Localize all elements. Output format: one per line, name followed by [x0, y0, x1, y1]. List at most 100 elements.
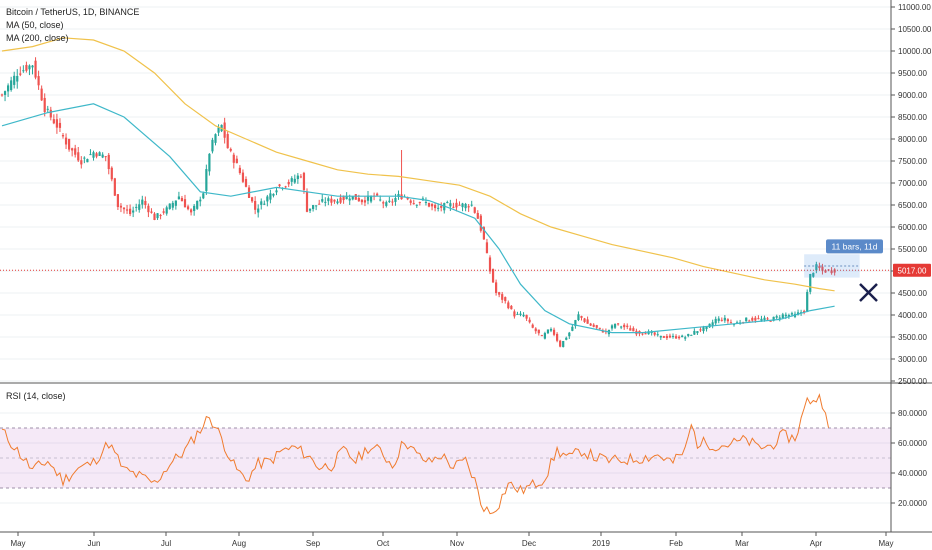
candle-body	[522, 314, 525, 317]
candle-body	[153, 213, 156, 220]
time-tick-label: Nov	[450, 539, 464, 548]
candle-body	[95, 153, 98, 157]
price-tick-label: 4000.00	[898, 311, 927, 320]
candle-body	[397, 194, 400, 197]
candle-body	[61, 135, 65, 137]
candle-body	[556, 333, 559, 341]
candle-body	[177, 196, 180, 200]
candle-body	[357, 197, 360, 202]
candle-body	[745, 317, 748, 322]
rsi-gridlines	[0, 412, 891, 504]
candle-body	[766, 318, 769, 320]
price-tick-label: 3500.00	[898, 333, 927, 342]
candle-body	[662, 336, 665, 338]
candle-body	[757, 318, 760, 320]
ma200-line	[1, 37, 835, 292]
candle-body	[68, 138, 71, 150]
price-tick-label: 11000.00	[898, 3, 931, 12]
candle-body	[205, 169, 208, 191]
candle-body	[613, 323, 617, 328]
time-tick-label: Mar	[735, 539, 749, 548]
candle-body	[238, 167, 241, 173]
candle-body	[10, 80, 13, 91]
time-tick-label: Sep	[306, 539, 321, 548]
candle-body	[589, 323, 592, 326]
candle-body	[363, 200, 367, 203]
candle-body	[232, 154, 235, 163]
candle-body	[559, 340, 562, 347]
candle-body	[818, 266, 821, 269]
candle-body	[122, 207, 126, 210]
measure-label: 11 bars, 11d	[832, 241, 878, 251]
candle-body	[199, 199, 202, 202]
price-tick-label: 2500.00	[898, 377, 927, 386]
candle-body	[754, 317, 757, 321]
rsi-tick-label: 60.0000	[898, 439, 927, 448]
price-tick-label: 3000.00	[898, 355, 927, 364]
candle-body	[501, 294, 504, 300]
candle-body	[315, 205, 318, 207]
candle-body	[302, 172, 306, 190]
candle-body	[769, 320, 772, 322]
candle-body	[312, 205, 315, 210]
time-tick-label: Dec	[522, 539, 536, 548]
candle-body	[595, 325, 598, 328]
candle-body	[272, 193, 275, 196]
candle-body	[257, 208, 260, 213]
candle-body	[278, 184, 281, 187]
candle-body	[833, 269, 836, 273]
candle-body	[552, 329, 556, 335]
price-tick-label: 10500.00	[898, 25, 932, 34]
candle-body	[348, 198, 351, 201]
candle-body	[174, 200, 177, 206]
measure-range-box[interactable]	[804, 254, 860, 278]
ma50-legend[interactable]: MA (50, close)	[6, 20, 64, 30]
candle-body	[162, 211, 165, 213]
candle-body	[13, 75, 16, 85]
rsi-legend[interactable]: RSI (14, close)	[6, 391, 66, 401]
ma200-legend[interactable]: MA (200, close)	[6, 33, 69, 43]
candle-body	[751, 318, 754, 321]
candle-body	[150, 211, 153, 213]
candle-body	[470, 204, 473, 206]
candle-body	[186, 206, 190, 210]
candle-body	[412, 203, 415, 205]
candle-body	[629, 328, 632, 331]
date-range-measure-tool[interactable]: 11 bars, 11d	[804, 239, 883, 278]
candle-body	[681, 335, 684, 338]
candle-body	[467, 206, 470, 208]
candle-body	[705, 326, 708, 330]
candle-body	[37, 76, 40, 86]
candle-body	[318, 203, 321, 205]
candle-body	[110, 167, 113, 180]
candle-body	[308, 208, 312, 211]
candle-body	[385, 202, 388, 206]
candle-body	[125, 209, 129, 211]
candle-body	[452, 206, 455, 208]
candle-body	[809, 273, 812, 292]
symbol-title[interactable]: Bitcoin / TetherUS, 1D, BINANCE	[6, 7, 140, 17]
candle-body	[528, 319, 531, 323]
chart-legend: Bitcoin / TetherUS, 1D, BINANCE MA (50, …	[6, 6, 139, 45]
candle-body	[708, 323, 711, 328]
candle-body	[305, 192, 309, 212]
candle-body	[226, 134, 229, 149]
candle-body	[455, 202, 458, 208]
candle-body	[241, 172, 245, 182]
candle-body	[482, 227, 485, 240]
candle-body	[58, 122, 62, 128]
candle-body	[64, 137, 68, 145]
price-tick-label: 8000.00	[898, 135, 927, 144]
candle-body	[354, 194, 357, 200]
candle-body	[196, 200, 199, 209]
candle-body	[632, 328, 635, 332]
candle-body	[141, 199, 144, 205]
candle-body	[345, 196, 348, 200]
time-tick-label: Jul	[161, 539, 171, 548]
close-icon[interactable]	[859, 283, 878, 302]
candle-body	[83, 157, 86, 159]
candle-body	[25, 64, 28, 71]
candle-body	[580, 316, 583, 318]
price-tick-label: 4500.00	[898, 289, 927, 298]
